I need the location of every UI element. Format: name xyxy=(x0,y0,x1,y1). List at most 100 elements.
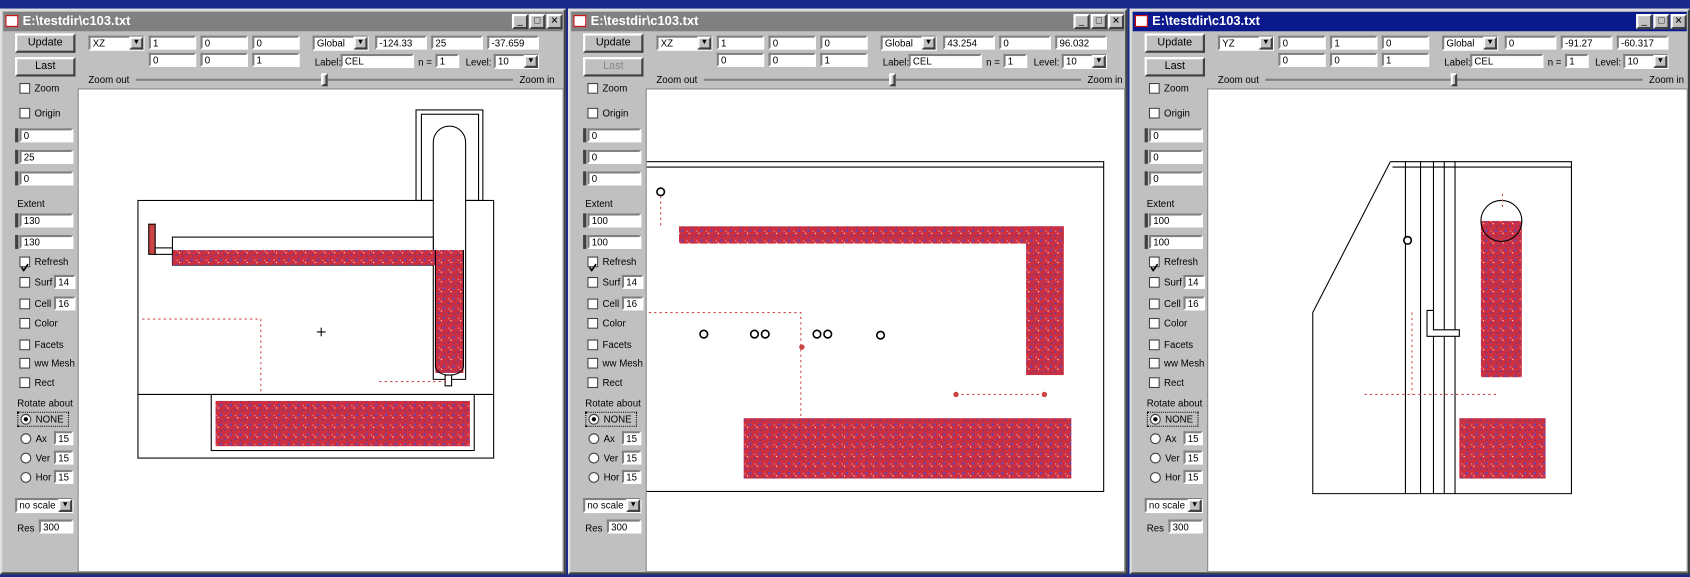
facets-checkbox[interactable] xyxy=(587,340,598,351)
color-checkbox[interactable] xyxy=(19,318,30,329)
slider-thumb[interactable] xyxy=(321,73,327,86)
orient-field[interactable]: 1 xyxy=(149,36,196,50)
ww_mesh-checkbox[interactable] xyxy=(587,358,598,369)
scale-combo[interactable]: no scale▼ xyxy=(15,498,73,513)
position-field[interactable]: -91.27 xyxy=(1561,36,1613,50)
slider-thumb[interactable] xyxy=(1451,73,1457,86)
refresh-checkbox[interactable] xyxy=(1149,257,1160,268)
orient-field[interactable]: 0 xyxy=(200,53,247,67)
orient-field[interactable]: 1 xyxy=(820,53,867,67)
frame-combo[interactable]: Global▼ xyxy=(1442,36,1498,51)
update-button[interactable]: Update xyxy=(583,33,643,52)
position-field[interactable]: -60.317 xyxy=(1617,36,1669,50)
position-field[interactable]: 96.032 xyxy=(1055,36,1107,50)
facets-checkbox[interactable] xyxy=(1149,340,1160,351)
ver-field[interactable]: 15 xyxy=(1183,451,1202,465)
level-combo[interactable]: 10▼ xyxy=(494,54,539,69)
maximize-button[interactable]: □ xyxy=(1653,14,1669,29)
ax-radio[interactable] xyxy=(20,433,31,444)
color-checkbox[interactable] xyxy=(1149,318,1160,329)
extent-field[interactable]: 130 xyxy=(19,235,73,249)
ver-radio[interactable] xyxy=(588,453,599,464)
orient-field[interactable]: 0 xyxy=(200,36,247,50)
minimize-button[interactable]: _ xyxy=(1636,14,1652,29)
surf-field[interactable]: 14 xyxy=(54,275,76,289)
rect-checkbox[interactable] xyxy=(19,377,30,388)
position-field[interactable]: -124.33 xyxy=(375,36,427,50)
orient-field[interactable]: 0 xyxy=(1278,53,1325,67)
orient-field[interactable]: 1 xyxy=(1382,53,1429,67)
surf-checkbox[interactable] xyxy=(1149,277,1160,288)
dropdown-arrow[interactable]: ▼ xyxy=(129,37,143,50)
cell-field[interactable]: 16 xyxy=(54,296,76,310)
dropdown-arrow[interactable]: ▼ xyxy=(626,499,640,512)
ver-radio[interactable] xyxy=(1150,453,1161,464)
orient-field[interactable]: 0 xyxy=(1382,36,1429,50)
orient-field[interactable]: 1 xyxy=(1330,36,1377,50)
minimize-button[interactable]: _ xyxy=(512,14,528,29)
cell-field[interactable]: 16 xyxy=(1183,296,1205,310)
extent-field[interactable]: 100 xyxy=(587,235,641,249)
position-field[interactable]: 25 xyxy=(431,36,483,50)
close-button[interactable]: ✕ xyxy=(1671,14,1687,29)
origin-field[interactable]: 0 xyxy=(1149,171,1203,185)
none-radio[interactable] xyxy=(20,414,31,425)
orient-field[interactable]: 0 xyxy=(149,53,196,67)
hor-radio[interactable] xyxy=(20,472,31,483)
ax-field[interactable]: 15 xyxy=(1183,431,1202,445)
slider-thumb[interactable] xyxy=(889,73,895,86)
dropdown-arrow[interactable]: ▼ xyxy=(524,55,538,68)
view-combo[interactable]: YZ▼ xyxy=(1218,36,1274,51)
orient-field[interactable]: 0 xyxy=(768,53,815,67)
n-field[interactable]: 1 xyxy=(435,54,459,68)
res-field[interactable]: 300 xyxy=(1168,519,1202,533)
position-field[interactable]: 0 xyxy=(999,36,1051,50)
view-combo[interactable]: XZ▼ xyxy=(88,36,144,51)
frame-combo[interactable]: Global▼ xyxy=(881,36,937,51)
ww_mesh-checkbox[interactable] xyxy=(1149,358,1160,369)
orient-field[interactable]: 0 xyxy=(820,36,867,50)
dropdown-arrow[interactable]: ▼ xyxy=(354,37,368,50)
ver-radio[interactable] xyxy=(20,453,31,464)
orient-field[interactable]: 0 xyxy=(1330,53,1377,67)
dropdown-arrow[interactable]: ▼ xyxy=(1092,55,1106,68)
ver-field[interactable]: 15 xyxy=(622,451,641,465)
close-button[interactable]: ✕ xyxy=(546,14,562,29)
position-field[interactable]: 0 xyxy=(1505,36,1557,50)
ver-field[interactable]: 15 xyxy=(54,451,73,465)
hor-field[interactable]: 15 xyxy=(622,470,641,484)
orient-field[interactable]: 0 xyxy=(717,53,764,67)
last-button[interactable]: Last xyxy=(15,57,75,76)
extent-field[interactable]: 100 xyxy=(1149,213,1203,227)
origin-checkbox[interactable] xyxy=(587,108,598,119)
n-field[interactable]: 1 xyxy=(1565,54,1589,68)
hor-field[interactable]: 15 xyxy=(1183,470,1202,484)
dropdown-arrow[interactable]: ▼ xyxy=(1653,55,1667,68)
zoom-checkbox[interactable] xyxy=(1149,83,1160,94)
orient-field[interactable]: 1 xyxy=(252,53,299,67)
maximize-button[interactable]: □ xyxy=(1091,14,1107,29)
origin-field[interactable]: 0 xyxy=(587,171,641,185)
label-field[interactable]: CEL xyxy=(909,54,982,68)
scale-combo[interactable]: no scale▼ xyxy=(583,498,641,513)
position-field[interactable]: 43.254 xyxy=(943,36,995,50)
dropdown-arrow[interactable]: ▼ xyxy=(1188,499,1202,512)
extent-field[interactable]: 100 xyxy=(1149,235,1203,249)
rect-checkbox[interactable] xyxy=(1149,377,1160,388)
surf-field[interactable]: 14 xyxy=(1183,275,1205,289)
minimize-button[interactable]: _ xyxy=(1073,14,1089,29)
maximize-button[interactable]: □ xyxy=(529,14,545,29)
cell-checkbox[interactable] xyxy=(587,299,598,310)
cell-checkbox[interactable] xyxy=(1149,299,1160,310)
origin-field[interactable]: 0 xyxy=(1149,150,1203,164)
color-checkbox[interactable] xyxy=(587,318,598,329)
surf-field[interactable]: 14 xyxy=(622,275,644,289)
orient-field[interactable]: 0 xyxy=(768,36,815,50)
level-combo[interactable]: 10▼ xyxy=(1623,54,1668,69)
hor-field[interactable]: 15 xyxy=(54,470,73,484)
cell-field[interactable]: 16 xyxy=(622,296,644,310)
origin-field[interactable]: 25 xyxy=(19,150,73,164)
orient-field[interactable]: 0 xyxy=(1278,36,1325,50)
dropdown-arrow[interactable]: ▼ xyxy=(1259,37,1273,50)
scale-combo[interactable]: no scale▼ xyxy=(1145,498,1203,513)
